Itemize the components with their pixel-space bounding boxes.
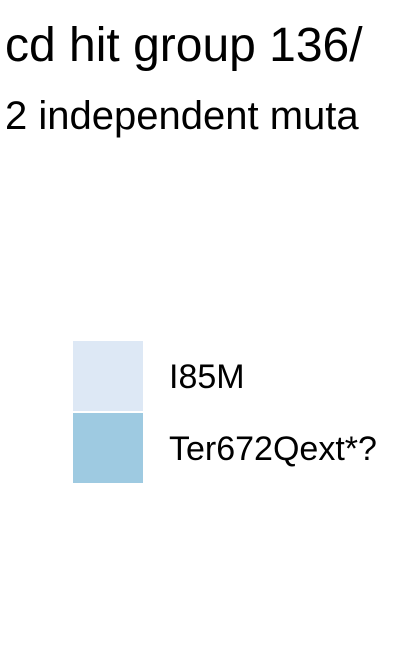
legend-label-ter672qext: Ter672Qext*? (169, 430, 377, 468)
legend-swatch-i85m (73, 341, 143, 411)
legend-swatch-ter672qext (73, 413, 143, 483)
chart-subtitle: 2 independent muta (5, 94, 359, 138)
legend-label-i85m: I85M (169, 358, 245, 396)
chart-title: cd hit group 136/ (5, 19, 363, 72)
